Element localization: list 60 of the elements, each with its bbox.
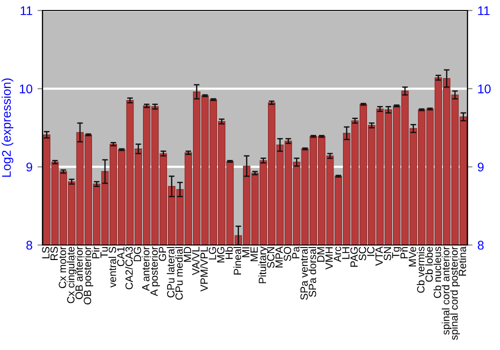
x-tick-label: Cb vermis bbox=[416, 246, 424, 293]
x-tick-label: Pn bbox=[400, 247, 408, 258]
x-tick-label: OB posterior bbox=[83, 246, 94, 304]
x-tick-label: Cx motor bbox=[58, 246, 66, 288]
x-tick-label: SPa ventral bbox=[300, 247, 308, 300]
x-tick-label: VA/VL bbox=[192, 246, 200, 276]
x-tick-label: Cb nucleus bbox=[433, 246, 442, 298]
x-tick-label: CPu lateral bbox=[166, 247, 174, 298]
x-tick-label: VPM/VPL bbox=[200, 246, 208, 292]
y-tick-label: 11 bbox=[20, 6, 32, 16]
x-tick-label: MI bbox=[242, 247, 250, 258]
x-tick-label: RS bbox=[50, 246, 58, 260]
y-tick-label: 8 bbox=[26, 240, 32, 250]
x-tick-label: IC bbox=[367, 246, 374, 256]
y-axis-title: Log2 (expression) bbox=[2, 78, 14, 177]
x-tick-label: CA2/CA3 bbox=[125, 246, 133, 290]
x-tick-label: ME bbox=[250, 246, 258, 262]
x-tick-label: LS bbox=[42, 246, 50, 258]
x-tick-label: LG bbox=[208, 247, 216, 260]
x-tick-label: A posterior bbox=[150, 246, 160, 296]
x-tick-label: GP bbox=[158, 246, 166, 261]
y-tick-label: 9 bbox=[26, 162, 32, 172]
x-tick-label: CA1 bbox=[117, 246, 124, 266]
x-tick-label: CPu medial bbox=[175, 247, 183, 300]
y2-tick-label: 8 bbox=[478, 240, 484, 250]
x-tick-label: DM bbox=[317, 247, 324, 262]
x-tick-label: Tg bbox=[392, 247, 402, 258]
x-tick-label: SC bbox=[358, 246, 366, 260]
y2-tick-label: 10 bbox=[478, 84, 491, 94]
x-tick-label: MPA bbox=[276, 246, 283, 268]
x-tick-label: SN bbox=[384, 247, 392, 260]
y2-tick-label: 11 bbox=[478, 6, 490, 16]
x-tick-label: Tu bbox=[100, 247, 108, 258]
x-tick-label: OB anterior bbox=[75, 246, 83, 300]
x-tick-label: Hb bbox=[225, 246, 233, 259]
x-tick-label: Pa bbox=[292, 246, 300, 258]
x-tick-label: MD bbox=[184, 246, 192, 262]
x-tick-label: MG bbox=[217, 247, 224, 262]
x-tick-label: LH bbox=[342, 247, 350, 259]
x-tick-label: SPa dorsal bbox=[308, 247, 316, 297]
y2-tick-label: 9 bbox=[478, 162, 484, 172]
x-tick-label: Pituitary bbox=[258, 246, 268, 284]
x-tick-label: SO bbox=[284, 246, 292, 261]
y-tick-label: 10 bbox=[20, 84, 32, 94]
x-tick-label: A anterior bbox=[142, 246, 150, 291]
x-tick-label: ventral S bbox=[108, 246, 116, 288]
x-tick-label: Retina bbox=[458, 246, 466, 276]
x-tick-label: VMH bbox=[326, 247, 333, 270]
x-tick-label: PAG bbox=[350, 247, 358, 267]
x-tick-label: Cx cingulate bbox=[66, 246, 77, 304]
x-tick-label: spinal cord posterior bbox=[450, 246, 460, 340]
x-tick-label: SCN bbox=[267, 247, 274, 268]
x-tick-label: Pir bbox=[92, 246, 100, 258]
x-tick-label: Pineal bbox=[233, 247, 242, 274]
x-tick-label: Arc bbox=[334, 246, 342, 262]
x-tick-label: VTA bbox=[376, 246, 383, 266]
x-tick-label: MVe bbox=[408, 246, 416, 266]
x-tick-label: Cb lobe bbox=[425, 246, 433, 282]
x-tick-label: spinal cord anterior bbox=[442, 246, 452, 335]
x-tick-label: DG bbox=[134, 247, 142, 262]
